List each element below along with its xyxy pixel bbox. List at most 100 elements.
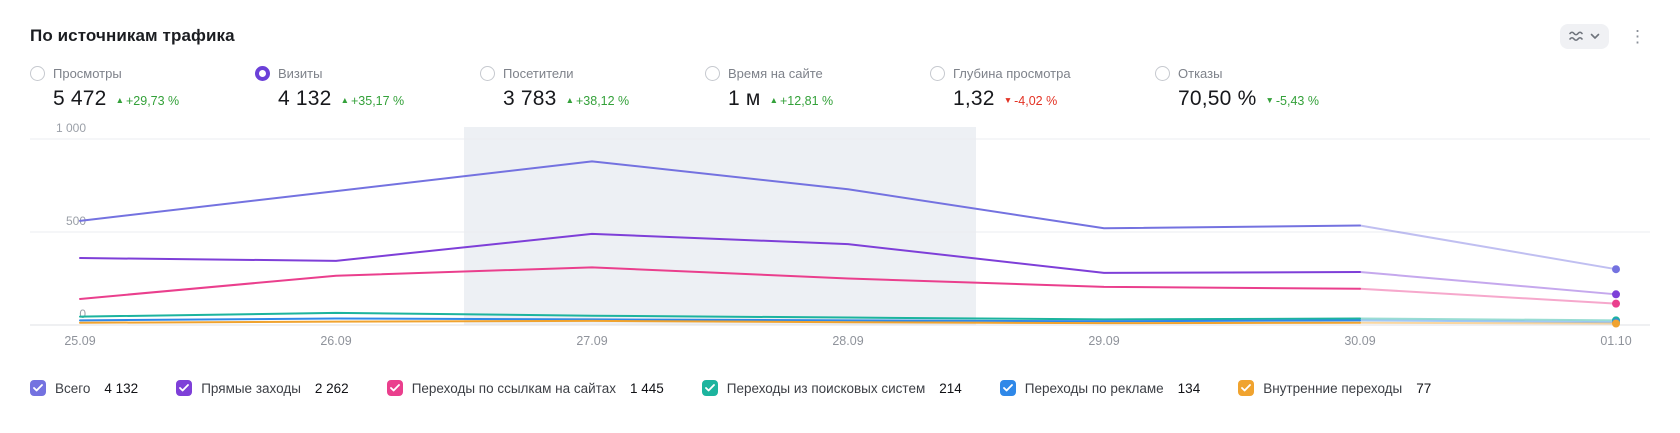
arrow-down-icon: ▼ [1265,95,1274,105]
chart-area[interactable]: 0 500 1 000 25.09 26.09 27.09 28.09 29.09 30.09 0… [30,121,1650,368]
legend-item-internal[interactable]: Внутренние переходы 77 [1238,380,1431,396]
series-line-partial-search [1359,317,1617,322]
metric-value: 5 472 [53,87,107,110]
metric-label: Просмотры [53,66,122,81]
series-line-partial-direct [1359,270,1617,296]
wave-icon [1569,30,1585,43]
arrow-up-icon: ▲ [565,95,574,105]
x-tick-label: 25.09 [64,334,95,348]
y-tick-label: 500 [66,214,86,228]
arrow-up-icon: ▲ [769,95,778,105]
metric-delta: ▲ +12,81 % [770,94,834,108]
metric-radio-icon[interactable] [1155,66,1170,81]
metric-label: Отказы [1178,66,1223,81]
metric-delta: ▲ +29,73 % [116,94,180,108]
metric-2[interactable]: Посетители 3 783 ▲ +38,12 % [480,66,705,111]
legend-label: Прямые заходы [201,380,301,396]
metric-radio-icon[interactable] [705,66,720,81]
series-end-dot-internal [1612,319,1620,328]
x-tick-label: 29.09 [1088,334,1119,348]
legend-label: Внутренние переходы [1263,380,1403,396]
metric-delta: ▲ +38,12 % [566,94,630,108]
chart-legend: Всего 4 132 Прямые заходы 2 262 Переходы по … [30,380,1650,396]
checkbox-checked-icon[interactable] [1238,380,1255,396]
traffic-chart[interactable]: 0 500 1 000 25.09 26.09 27.09 28.09 29.09 30.09 0… [30,121,1650,363]
metric-1[interactable]: Визиты 4 132 ▲ +35,17 % [255,66,480,111]
widget-title: По источникам трафика [30,26,235,45]
metric-delta-text: +35,17 % [350,94,405,108]
legend-value: 1 445 [629,380,664,396]
header-actions: ⋮ [1560,23,1650,49]
legend-value: 77 [1416,380,1432,396]
arrow-up-icon: ▲ [115,95,124,105]
metric-radio-icon[interactable] [30,66,45,81]
metric-delta-text: +12,81 % [779,94,834,108]
y-tick-label: 1 000 [56,123,86,135]
metric-delta-text: +38,12 % [575,94,630,108]
series-line-partial-links [1359,287,1617,305]
metric-3[interactable]: Время на сайте 1 м ▲ +12,81 % [705,66,930,111]
legend-value: 4 132 [104,380,139,396]
legend-value: 134 [1177,380,1201,396]
weekend-band [464,127,976,325]
widget-header: По источникам трафика ⋮ [30,22,1650,50]
checkbox-checked-icon[interactable] [30,380,46,396]
x-tick-label: 26.09 [320,334,351,348]
x-tick-label: 28.09 [832,334,863,348]
series-end-dot-direct [1612,290,1620,299]
metric-delta-text: -4,02 % [1014,94,1058,108]
metric-4[interactable]: Глубина просмотра 1,32 ▼ -4,02 % [930,66,1155,111]
legend-label: Переходы по ссылкам на сайтах [411,380,616,396]
traffic-sources-widget: По источникам трафика ⋮ Просмотры 5 472 ▲ +… [30,22,1650,396]
legend-label: Всего [55,380,91,396]
series-line-partial-total [1359,224,1617,271]
metric-delta-text: +29,73 % [125,94,180,108]
x-tick-label: 27.09 [576,334,607,348]
legend-item-search[interactable]: Переходы из поисковых систем 214 [701,380,962,396]
series-end-dot-links [1612,299,1620,308]
legend-item-total[interactable]: Всего 4 132 [30,380,138,396]
metric-label: Посетители [503,66,574,81]
legend-value: 214 [939,380,962,396]
x-tick-label: 30.09 [1344,334,1375,348]
legend-item-ads[interactable]: Переходы по рекламе 134 [999,380,1201,396]
series-line-partial-ads [1359,319,1617,324]
metric-0[interactable]: Просмотры 5 472 ▲ +29,73 % [30,66,255,111]
kebab-menu-icon[interactable]: ⋮ [1625,26,1650,47]
legend-item-direct[interactable]: Прямые заходы 2 262 [176,380,349,396]
metric-radio-icon[interactable] [255,66,270,81]
legend-item-links[interactable]: Переходы по ссылкам на сайтах 1 445 [386,380,664,396]
series-line-total [79,160,1361,230]
checkbox-checked-icon[interactable] [176,380,193,396]
metric-value: 70,50 % [1178,87,1257,110]
legend-label: Переходы из поисковых систем [726,380,926,396]
metric-value: 3 783 [503,87,557,110]
metric-delta: ▼ -5,43 % [1265,94,1319,108]
metric-label: Глубина просмотра [953,66,1071,81]
checkbox-checked-icon[interactable] [386,380,403,396]
chart-settings-button[interactable] [1560,23,1609,49]
metric-radio-icon[interactable] [480,66,495,81]
metrics-row: Просмотры 5 472 ▲ +29,73 % Визиты 4 132 ▲ +35,1… [30,66,1650,111]
metric-radio-icon[interactable] [930,66,945,81]
metric-value: 1,32 [953,87,995,110]
x-tick-label: 01.10 [1600,334,1631,348]
metric-label: Визиты [278,66,323,81]
metric-delta-text: -5,43 % [1275,94,1319,108]
legend-value: 2 262 [314,380,349,396]
series-line-partial-internal [1359,321,1617,325]
checkbox-checked-icon[interactable] [999,380,1016,396]
metric-value: 1 м [728,87,761,110]
series-line-links [79,266,1361,300]
series-line-direct [79,232,1361,274]
metric-value: 4 132 [278,87,332,110]
legend-label: Переходы по рекламе [1024,380,1164,396]
arrow-down-icon: ▼ [1003,95,1013,105]
series-end-dot-total [1612,265,1620,274]
series-line-internal [79,319,1361,325]
metric-5[interactable]: Отказы 70,50 % ▼ -5,43 % [1155,66,1380,111]
series-line-search [79,311,1361,321]
checkbox-checked-icon[interactable] [701,380,718,396]
chevron-down-icon [1590,33,1600,40]
y-tick-label: 0 [79,307,86,321]
